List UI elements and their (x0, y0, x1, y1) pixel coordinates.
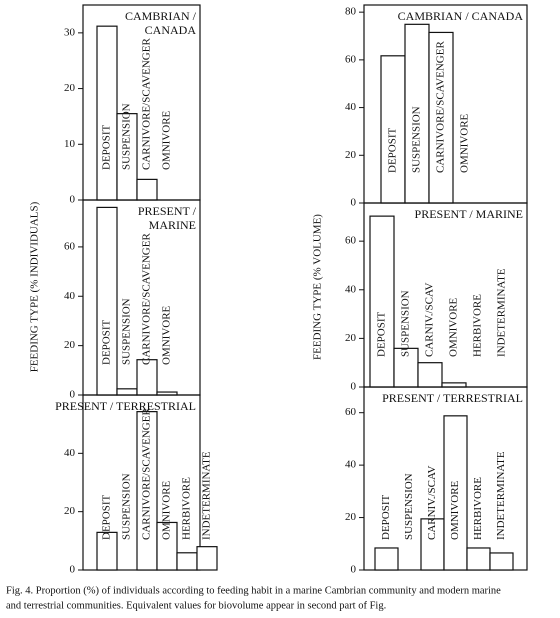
y-tick-label: 20 (64, 339, 76, 351)
caption: Fig. 4. Proportion (%) of individuals ac… (6, 585, 501, 596)
bar (196, 546, 218, 571)
category-label: OMNIVORE (161, 480, 173, 540)
panel-title: CANADA (145, 23, 197, 37)
bar (443, 415, 468, 571)
y-tick-label: 60 (345, 406, 357, 418)
y-tick-label: 60 (345, 235, 357, 247)
bar (417, 362, 443, 388)
category-label: DEPOSIT (101, 319, 113, 365)
panel-title: CAMBRIAN / CANADA (398, 9, 524, 23)
bar (136, 178, 158, 201)
y-tick-label: 0 (351, 564, 357, 576)
category-label: INDETERMINATE (495, 451, 507, 540)
category-label: INDETERMINATE (496, 268, 508, 357)
panel-title: CAMBRIAN / (125, 9, 197, 23)
category-label: SUSPENSION (411, 106, 423, 173)
bar (136, 411, 158, 571)
panel-title: MARINE (149, 218, 196, 232)
bar (489, 552, 514, 571)
panel-title: PRESENT / MARINE (415, 207, 523, 221)
y-tick-label: 0 (70, 564, 76, 576)
bar (441, 382, 467, 388)
category-label: HERBIVORE (472, 477, 484, 540)
y-tick-label: 60 (345, 53, 357, 65)
category-label: INDETERMINATE (201, 451, 213, 540)
category-label: DEPOSIT (101, 494, 113, 540)
caption: and terrestrial communities. Equivalent … (6, 600, 386, 611)
y-tick-label: 0 (70, 389, 76, 401)
category-label: CARNIV./SCAV (426, 465, 438, 540)
category-label: DEPOSIT (101, 124, 113, 170)
category-label: DEPOSIT (376, 311, 388, 357)
category-label: CARNIVORE/SCAVENGER (141, 233, 153, 365)
category-label: SUSPENSION (121, 298, 133, 365)
category-label: OMNIVORE (448, 297, 460, 357)
y-tick-label: 40 (345, 459, 357, 471)
y-axis-label: FEEDING TYPE (% INDIVIDUALS) (29, 201, 41, 372)
bar (369, 215, 395, 388)
bar (176, 552, 198, 571)
category-label: CARNIV./SCAV (424, 282, 436, 357)
bar (428, 31, 454, 204)
bar (380, 55, 406, 204)
category-label: HERBIVORE (181, 477, 193, 540)
y-tick-label: 20 (64, 505, 76, 517)
y-tick-label: 0 (351, 197, 357, 209)
panel-title: PRESENT / (138, 204, 197, 218)
category-label: HERBIVORE (472, 294, 484, 357)
category-label: OMNIVORE (161, 305, 173, 365)
category-label: CARNIVORE/SCAVENGER (435, 41, 447, 173)
category-label: OMNIVORE (449, 480, 461, 540)
category-label: OMNIVORE (459, 113, 471, 173)
bar (96, 531, 118, 571)
panel-title: PRESENT / TERRESTRIAL (55, 399, 196, 413)
category-label: OMNIVORE (161, 110, 173, 170)
y-tick-label: 80 (345, 6, 357, 18)
bar (156, 521, 178, 571)
y-tick-label: 0 (70, 194, 76, 206)
bar (96, 206, 118, 396)
category-label: SUSPENSION (400, 290, 412, 357)
y-tick-label: 60 (64, 240, 76, 252)
category-label: CARNIVORE/SCAVENGER (141, 38, 153, 170)
category-label: CARNIVORE/SCAVENGER (141, 408, 153, 540)
y-tick-label: 40 (64, 290, 76, 302)
y-tick-label: 20 (345, 332, 357, 344)
bar (466, 547, 491, 571)
y-tick-label: 20 (64, 82, 76, 94)
category-label: SUSPENSION (121, 103, 133, 170)
y-tick-label: 20 (345, 511, 357, 523)
category-label: SUSPENSION (403, 473, 415, 540)
y-tick-label: 10 (64, 138, 76, 150)
y-tick-label: 20 (345, 149, 357, 161)
category-label: DEPOSIT (387, 127, 399, 173)
category-label: SUSPENSION (121, 473, 133, 540)
category-label: DEPOSIT (380, 494, 392, 540)
panel-title: PRESENT / TERRESTRIAL (382, 391, 523, 405)
bar (96, 25, 118, 201)
y-tick-label: 40 (345, 283, 357, 295)
y-tick-label: 30 (64, 26, 76, 38)
y-tick-label: 40 (64, 447, 76, 459)
bar (374, 547, 399, 571)
y-axis-label: FEEDING TYPE (% VOLUME) (312, 214, 324, 360)
bar (116, 388, 138, 396)
y-tick-label: 40 (345, 101, 357, 113)
y-tick-label: 0 (351, 381, 357, 393)
